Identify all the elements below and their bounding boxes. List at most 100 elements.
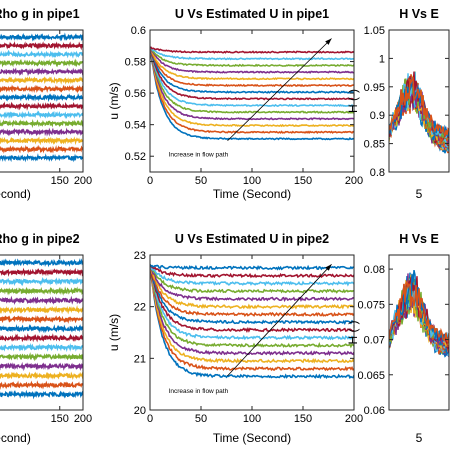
x-tick-label: 150	[294, 413, 312, 425]
y-tick-label: 21	[134, 353, 146, 365]
x-axis-label: Second)	[0, 187, 31, 201]
x-tick-label: 200	[345, 175, 363, 187]
y-tick-label: 20	[134, 405, 146, 417]
series-line	[150, 47, 354, 108]
x-tick-label: 50	[195, 175, 207, 187]
series-line	[0, 276, 83, 287]
chart-title: U Vs Estimated U in pipe2	[175, 232, 329, 246]
y-axis-label: H (-)	[346, 321, 360, 345]
y-axis-label: u (m/s)	[107, 82, 121, 119]
x-tick-label: 0	[147, 175, 153, 187]
series-line	[150, 266, 354, 349]
chart-panel-4: 150 200 Rho g in pipe2 Second)	[0, 232, 92, 445]
series-line	[389, 76, 449, 138]
series-line	[0, 389, 83, 400]
x-axis-label: 5	[416, 187, 423, 201]
annotation-arrow	[227, 264, 332, 377]
y-tick-label: 0.08	[364, 264, 385, 276]
y-tick-label: 0.075	[357, 299, 385, 311]
series-line	[0, 295, 83, 305]
y-tick-label: 0.06	[364, 405, 385, 417]
chart-title: H Vs E	[399, 232, 439, 246]
series-line	[0, 101, 83, 111]
series-line	[0, 127, 83, 137]
series-line	[150, 264, 354, 380]
axes-frame	[0, 254, 84, 411]
axes-frame	[0, 29, 84, 173]
y-tick-label: 0.56	[125, 88, 146, 100]
series-line	[150, 265, 354, 287]
series-line	[0, 76, 83, 85]
annotation-arrow	[227, 38, 332, 142]
series-line	[0, 352, 83, 362]
series-line	[150, 46, 354, 101]
series-line	[0, 49, 83, 59]
y-axis-label: H (-)	[346, 89, 360, 113]
y-tick-label: 1	[379, 53, 385, 65]
series-line	[150, 264, 354, 318]
series-line	[0, 118, 83, 129]
x-tick-label: 150	[51, 413, 69, 425]
series-line	[0, 32, 83, 42]
x-tick-label: 200	[74, 413, 92, 425]
series-line	[150, 47, 354, 114]
series-line	[0, 136, 83, 146]
x-tick-label: 100	[243, 175, 261, 187]
y-tick-label: 22	[134, 302, 146, 314]
y-tick-label: 1.05	[364, 25, 385, 37]
series-line	[0, 67, 83, 77]
x-axis-label: Time (Second)	[213, 431, 291, 445]
series-line	[150, 47, 354, 94]
series-line	[0, 257, 83, 268]
y-tick-label: 0.95	[364, 82, 385, 94]
series-line	[0, 110, 83, 120]
annotation-text: Increase in flow path	[169, 151, 229, 158]
series-line	[150, 46, 354, 88]
x-tick-label: 50	[195, 413, 207, 425]
y-tick-label: 0.52	[125, 151, 146, 163]
series-line	[150, 47, 354, 68]
series-line	[0, 305, 83, 315]
series-line	[150, 47, 354, 81]
series-line	[150, 265, 354, 333]
chart-panel-6: 0.06 0.065 0.07 0.075 0.08 H Vs E 5 H (-)	[346, 232, 450, 445]
y-tick-label: 0.065	[357, 370, 385, 382]
x-tick-label: 200	[74, 175, 92, 187]
y-tick-label: 0.07	[364, 335, 385, 347]
series-line	[150, 264, 354, 271]
x-axis-label: Time (Second)	[213, 187, 291, 201]
x-tick-label: 100	[243, 413, 261, 425]
series-line	[150, 265, 354, 310]
series-line	[0, 342, 83, 353]
series-line	[0, 333, 83, 343]
series-line	[150, 265, 354, 341]
series-line	[0, 361, 83, 372]
series-line	[150, 264, 354, 279]
axes-frame	[388, 254, 450, 411]
chart-panel-2: 0 50 100 150 200 0.52 0.54 0.56 0.58 0.6 U Vs Esti…	[107, 7, 363, 201]
y-axis-label: u (m/s)	[107, 314, 121, 351]
series-line	[150, 46, 354, 141]
series-line	[150, 265, 354, 357]
series-line	[150, 46, 354, 54]
series-line	[0, 286, 83, 296]
y-tick-label: 0.58	[125, 57, 146, 69]
x-tick-label: 0	[147, 413, 153, 425]
series-line	[150, 264, 354, 303]
series-line	[0, 92, 83, 103]
chart-panel-5: 0 50 100 150 200 20 21 22 23 U Vs Estimated U in …	[107, 232, 363, 445]
series-line	[150, 46, 354, 61]
series-line	[389, 280, 449, 344]
series-line	[150, 46, 354, 128]
arrow-head	[325, 38, 332, 45]
series-line	[150, 265, 354, 372]
series-line	[0, 324, 83, 334]
series-line	[0, 314, 83, 324]
y-tick-label: 0.9	[370, 110, 385, 122]
series-line	[0, 41, 83, 51]
x-tick-label: 150	[294, 175, 312, 187]
x-tick-label: 150	[51, 175, 69, 187]
chart-panel-3: 0.8 0.85 0.9 0.95 1 1.05 H Vs E 5 H (-)	[346, 7, 450, 201]
chart-panel-1: 150 200 Rho g in pipe1 Second)	[0, 7, 92, 201]
